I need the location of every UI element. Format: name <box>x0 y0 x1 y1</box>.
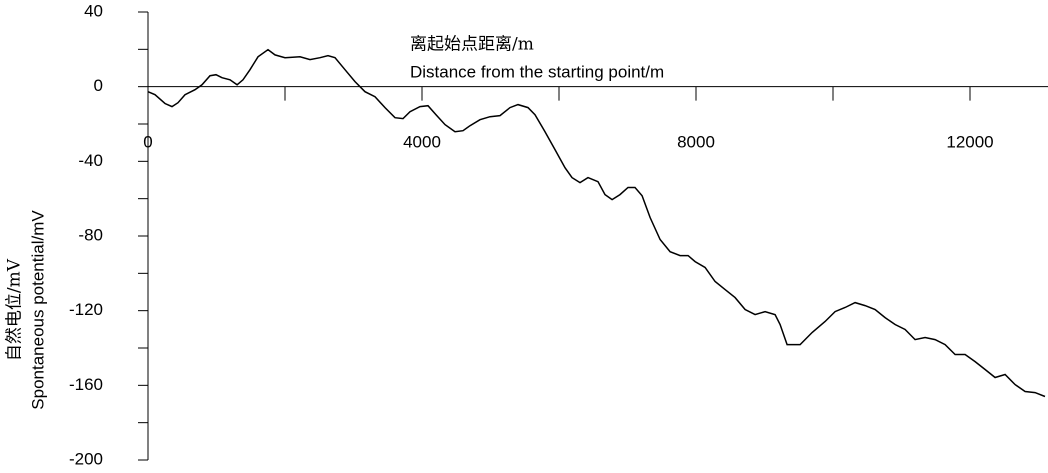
x-tick-label: 8000 <box>677 132 715 151</box>
y-axis-label-en: Spontaneous potential/mV <box>28 210 47 410</box>
y-tick-label: 0 <box>94 76 103 95</box>
x-tick-label: 12000 <box>946 132 993 151</box>
x-axis-label-cn: 离起始点距离/m <box>410 35 534 55</box>
y-tick-label: -40 <box>78 151 103 170</box>
y-tick-label: -200 <box>69 449 103 468</box>
x-tick-label: 0 <box>143 132 152 151</box>
y-tick-label: 40 <box>84 1 103 20</box>
data-line <box>147 48 1046 398</box>
y-tick-label: -120 <box>69 300 103 319</box>
y-tick-label: -160 <box>69 375 103 394</box>
y-tick-label: -80 <box>78 225 103 244</box>
y-axis-label-cn: 自然电位/mV <box>5 258 25 361</box>
x-tick-label: 4000 <box>403 132 441 151</box>
y-axis-label-group: 自然电位/mV Spontaneous potential/mV <box>5 210 48 410</box>
x-axis-label-en: Distance from the starting point/m <box>410 62 664 81</box>
